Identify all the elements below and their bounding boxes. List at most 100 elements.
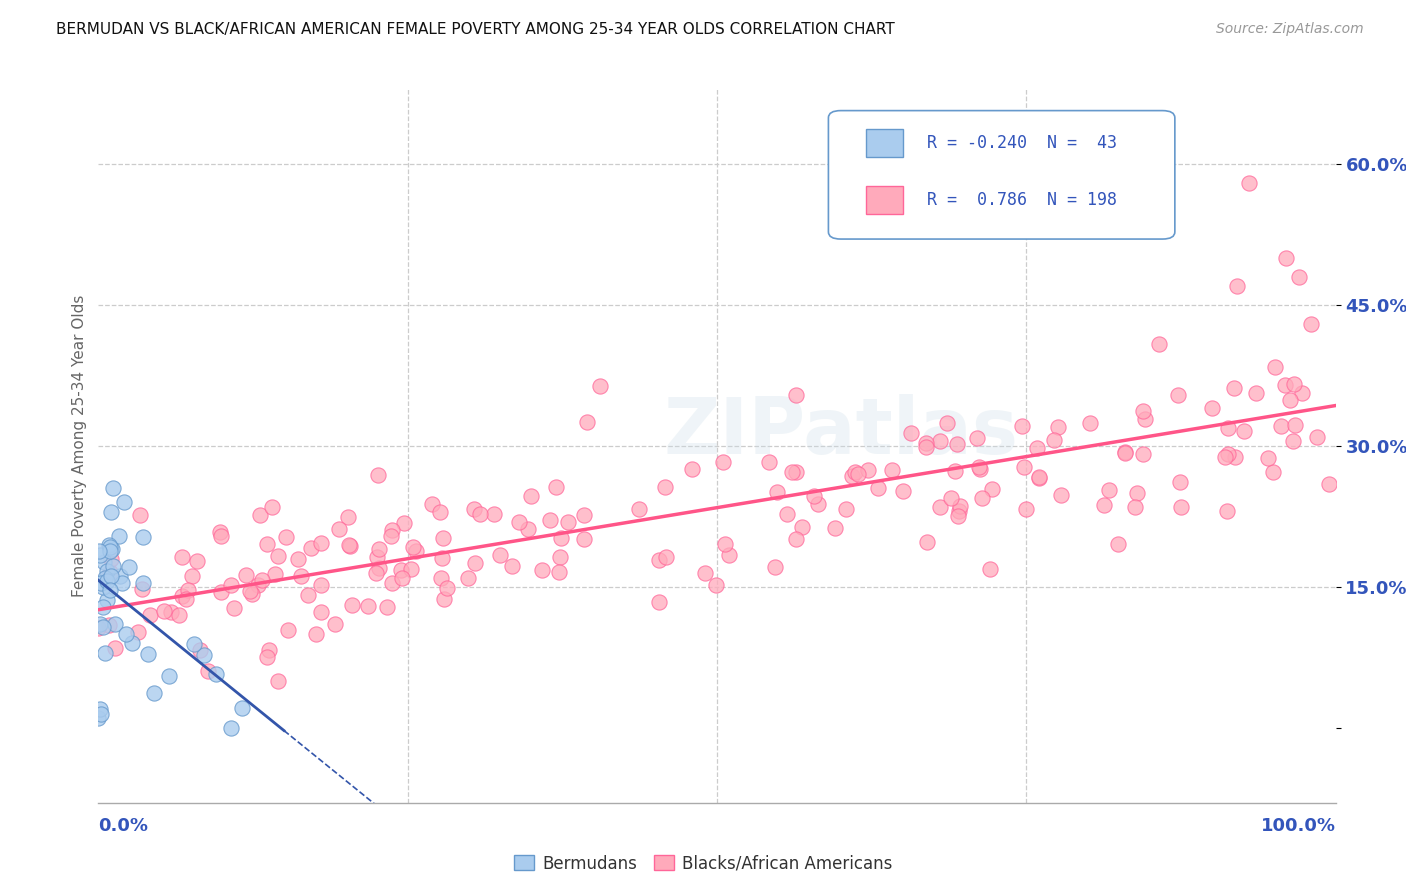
Point [1078,416,1101,430]
Point [131,582,153,597]
Point [367,541,389,556]
Point [89,548,111,562]
Point [96,592,118,607]
Point [219,578,242,592]
Legend: Bermudans, Blacks/African Americans: Bermudans, Blacks/African Americans [508,848,898,880]
Point [143,686,166,700]
Point [183,637,205,651]
Point [377,600,399,615]
Point [209,524,232,539]
Point [91,600,114,615]
Point [1168,475,1191,489]
Point [844,465,866,479]
Point [127,624,149,639]
Point [287,552,309,566]
Point [117,559,139,574]
Point [1291,385,1313,400]
Text: R =  0.786  N = 198: R = 0.786 N = 198 [928,191,1118,209]
Point [457,571,479,585]
Point [765,484,787,499]
Point [704,577,727,591]
Point [714,537,737,551]
Point [792,520,814,534]
Point [87,621,110,635]
Point [246,578,269,592]
Point [231,700,253,714]
Point [101,481,124,495]
Point [402,540,425,554]
Point [546,480,568,494]
Point [391,571,413,585]
Point [264,567,287,582]
Point [969,459,991,474]
Point [339,538,361,552]
Point [381,575,404,590]
Point [482,507,505,521]
Point [1244,386,1267,401]
Point [340,598,363,612]
Point [1043,434,1066,448]
Point [112,494,135,508]
Point [430,571,453,585]
Point [1237,176,1260,190]
Point [970,491,993,505]
Y-axis label: Female Poverty Among 25-34 Year Olds: Female Poverty Among 25-34 Year Olds [72,295,87,597]
Point [1306,430,1329,444]
Point [695,566,717,581]
Point [1275,251,1298,265]
Point [1092,498,1115,512]
Point [1049,488,1071,502]
Point [949,499,972,513]
Point [1264,359,1286,374]
Text: R = -0.240  N =  43: R = -0.240 N = 43 [928,134,1118,152]
Point [1132,447,1154,461]
Point [436,582,458,596]
Point [96,564,118,578]
Point [803,489,825,503]
Point [389,563,412,577]
Point [1282,434,1305,449]
Point [432,532,454,546]
Text: BERMUDAN VS BLACK/AFRICAN AMERICAN FEMALE POVERTY AMONG 25-34 YEAR OLDS CORRELAT: BERMUDAN VS BLACK/AFRICAN AMERICAN FEMAL… [56,22,896,37]
Point [654,480,676,494]
Point [433,592,456,607]
Point [392,516,415,530]
Point [785,533,807,547]
Point [1028,471,1050,485]
Point [240,587,263,601]
Point [309,536,332,550]
Point [262,500,284,514]
Point [235,567,257,582]
Point [681,462,703,476]
Point [104,641,127,656]
Point [100,505,122,519]
Point [915,534,938,549]
Point [98,618,121,632]
Point [98,540,121,554]
Point [100,552,122,566]
Point [882,463,904,477]
Point [969,462,991,476]
Point [939,491,962,505]
Point [717,549,740,563]
Point [557,515,579,529]
Point [1012,460,1035,475]
Point [380,529,402,543]
Point [1132,404,1154,418]
Point [711,455,734,469]
Point [159,605,181,619]
Point [1282,377,1305,392]
Point [807,498,830,512]
Point [945,464,967,478]
Point [1279,393,1302,408]
Point [928,500,950,514]
Point [193,648,215,662]
Point [93,571,115,585]
Point [1147,336,1170,351]
Point [336,510,359,524]
Point [188,643,211,657]
Point [267,673,290,688]
Point [464,556,486,570]
Point [176,592,198,607]
Point [222,600,245,615]
